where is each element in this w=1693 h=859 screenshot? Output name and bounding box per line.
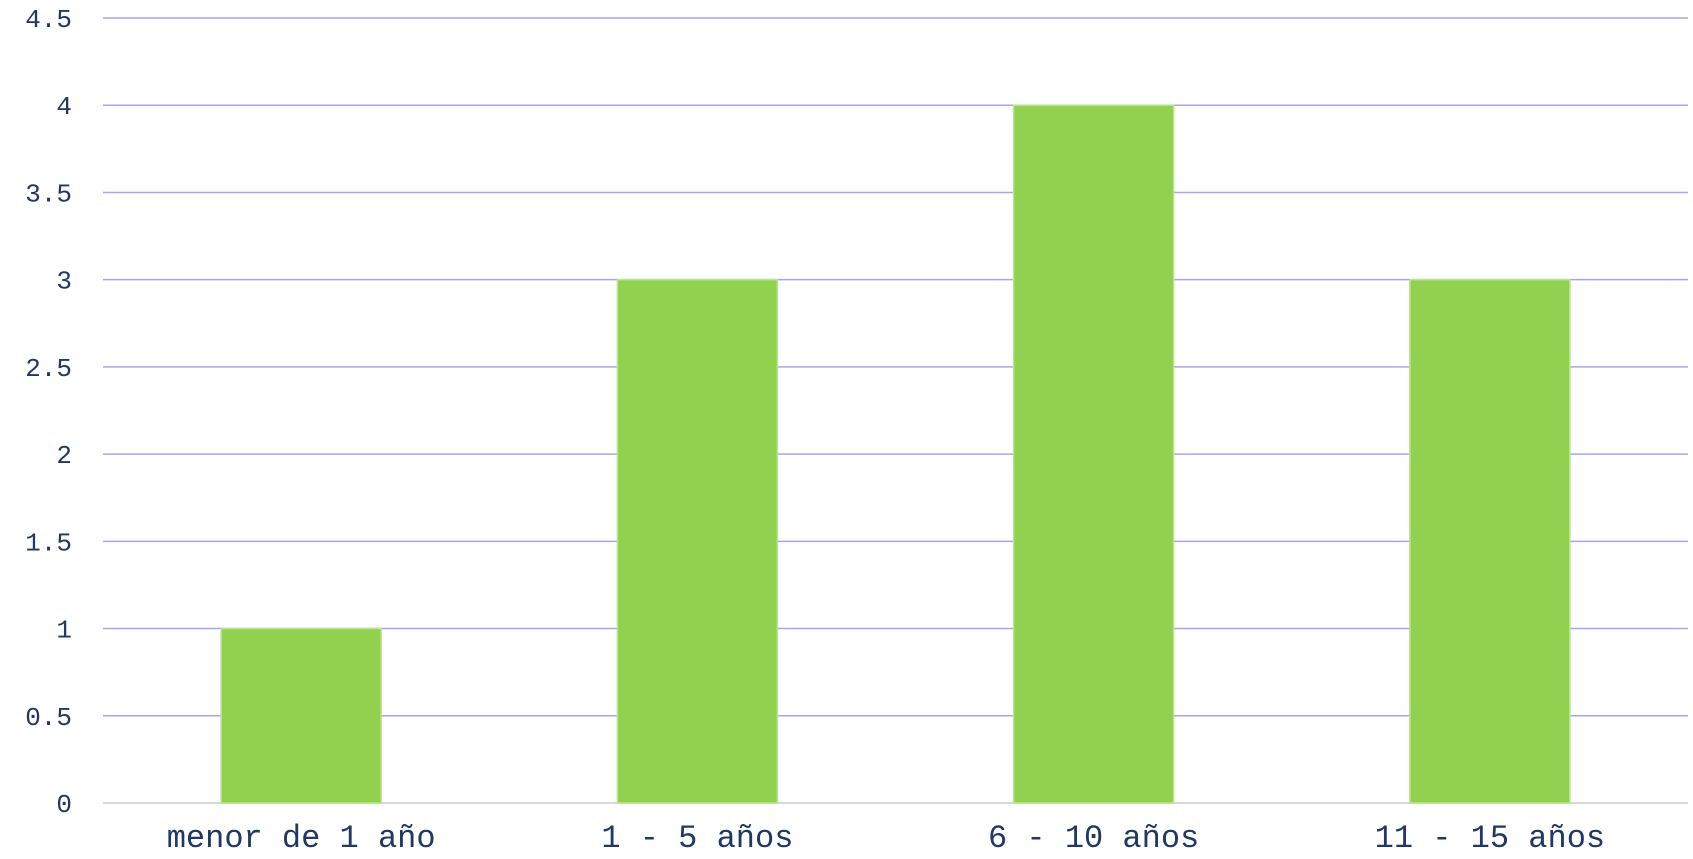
y-tick-label: 0.5 (25, 703, 72, 733)
bars (220, 104, 1571, 804)
y-tick-label: 1.5 (25, 528, 72, 558)
bar (616, 278, 779, 804)
y-tick-label: 2 (56, 441, 72, 471)
bar (1012, 104, 1175, 804)
x-tick-label: 1 - 5 años (601, 820, 793, 857)
y-axis-ticks: 0 0.5 1 1.5 2 2.5 3 3.5 4 4.5 (25, 5, 72, 820)
bar (220, 627, 382, 804)
y-tick-label: 3.5 (25, 179, 72, 209)
x-tick-label: menor de 1 año (167, 820, 436, 857)
y-tick-label: 3 (56, 267, 72, 297)
y-tick-label: 2.5 (25, 354, 72, 384)
y-tick-label: 1 (56, 616, 72, 646)
y-tick-label: 4 (56, 92, 72, 122)
y-tick-label: 0 (56, 790, 72, 820)
bar (1409, 278, 1571, 804)
x-axis-ticks: menor de 1 año 1 - 5 años 6 - 10 años 11 - … (167, 820, 1605, 857)
x-tick-label: 11 - 15 años (1375, 820, 1605, 857)
x-tick-label: 6 - 10 años (988, 820, 1199, 857)
y-tick-label: 4.5 (25, 5, 72, 35)
